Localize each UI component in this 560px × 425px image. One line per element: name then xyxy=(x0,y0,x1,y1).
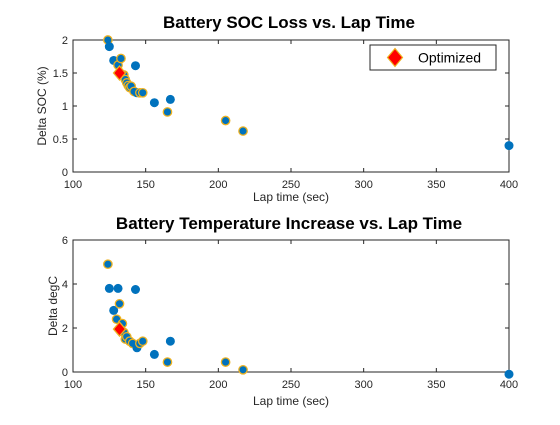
soc-x-tick-label: 350 xyxy=(427,179,445,191)
temperature-data-point xyxy=(149,349,159,359)
soc-data-point xyxy=(104,42,114,52)
soc-data-point xyxy=(220,115,231,126)
soc-data-points xyxy=(103,35,514,151)
legend: Optimized xyxy=(369,44,497,71)
temperature-y-axis-label: Delta degC xyxy=(46,276,60,336)
soc-y-tick-label: 1 xyxy=(62,101,68,113)
temperature-data-point xyxy=(113,283,123,293)
temperature-data-point xyxy=(130,284,140,294)
soc-x-tick-label: 300 xyxy=(354,179,372,191)
soc-data-point xyxy=(130,61,140,71)
temperature-y-tick-label: 4 xyxy=(62,279,68,291)
temperature-data-point xyxy=(137,336,148,347)
temperature-y-tick-label: 6 xyxy=(62,235,68,247)
soc-x-tick-label: 250 xyxy=(282,179,300,191)
temperature-x-tick-label: 200 xyxy=(209,379,227,391)
soc-y-tick-label: 0 xyxy=(62,167,68,179)
temperature-x-tick-label: 300 xyxy=(354,379,372,391)
soc-data-point xyxy=(165,94,175,104)
temperature-x-axis-label: Lap time (sec) xyxy=(253,394,329,408)
soc-y-ticks: 0 0.5 1 1.5 2 xyxy=(53,35,509,179)
soc-data-point xyxy=(149,98,159,108)
temperature-data-points xyxy=(103,259,514,379)
soc-x-tick-label: 200 xyxy=(209,179,227,191)
soc-axes: Battery SOC Loss vs. Lap Time 100 150 200 2… xyxy=(35,13,518,204)
temperature-plot-area xyxy=(72,239,510,373)
soc-y-tick-label: 2 xyxy=(62,35,68,47)
temperature-data-point xyxy=(109,305,119,315)
temperature-data-point xyxy=(165,336,175,346)
temperature-x-tick-label: 150 xyxy=(136,379,154,391)
soc-data-point xyxy=(137,87,148,98)
soc-y-tick-label: 1.5 xyxy=(53,68,68,80)
temperature-x-ticks: 100 150 200 250 300 350 400 xyxy=(64,240,518,391)
soc-y-tick-label: 0.5 xyxy=(53,134,68,146)
temperature-data-point xyxy=(104,283,114,293)
legend-optimized-marker xyxy=(386,47,404,68)
temperature-data-point xyxy=(162,357,173,367)
temperature-data-point xyxy=(504,369,514,379)
soc-x-tick-label: 400 xyxy=(500,179,518,191)
temperature-chart-title: Battery Temperature Increase vs. Lap Tim… xyxy=(116,214,462,233)
temperature-data-point xyxy=(238,364,248,375)
soc-chart-title: Battery SOC Loss vs. Lap Time xyxy=(163,13,415,32)
soc-data-point xyxy=(116,53,126,64)
soc-data-point xyxy=(504,141,514,151)
soc-x-tick-label: 150 xyxy=(136,179,154,191)
temperature-y-tick-label: 0 xyxy=(62,367,68,379)
soc-data-point xyxy=(162,107,173,117)
soc-optimized-point xyxy=(112,65,127,81)
temperature-axes: Battery Temperature Increase vs. Lap Tim… xyxy=(46,214,518,408)
temperature-x-tick-label: 250 xyxy=(282,379,300,391)
soc-x-tick-label: 100 xyxy=(64,179,82,191)
temperature-x-tick-label: 350 xyxy=(427,379,445,391)
soc-y-axis-label: Delta SOC (%) xyxy=(35,66,49,145)
temperature-data-point xyxy=(103,259,113,270)
temperature-optimized-point xyxy=(112,321,127,338)
soc-x-ticks: 100 150 200 250 300 350 400 xyxy=(64,40,518,191)
temperature-data-point xyxy=(114,298,125,309)
legend-optimized-label: Optimized xyxy=(418,50,481,66)
temperature-data-point xyxy=(220,357,231,367)
temperature-y-tick-label: 2 xyxy=(62,323,68,335)
soc-data-point xyxy=(238,126,248,136)
temperature-x-tick-label: 100 xyxy=(64,379,82,391)
temperature-x-tick-label: 400 xyxy=(500,379,518,391)
soc-x-axis-label: Lap time (sec) xyxy=(253,190,329,204)
